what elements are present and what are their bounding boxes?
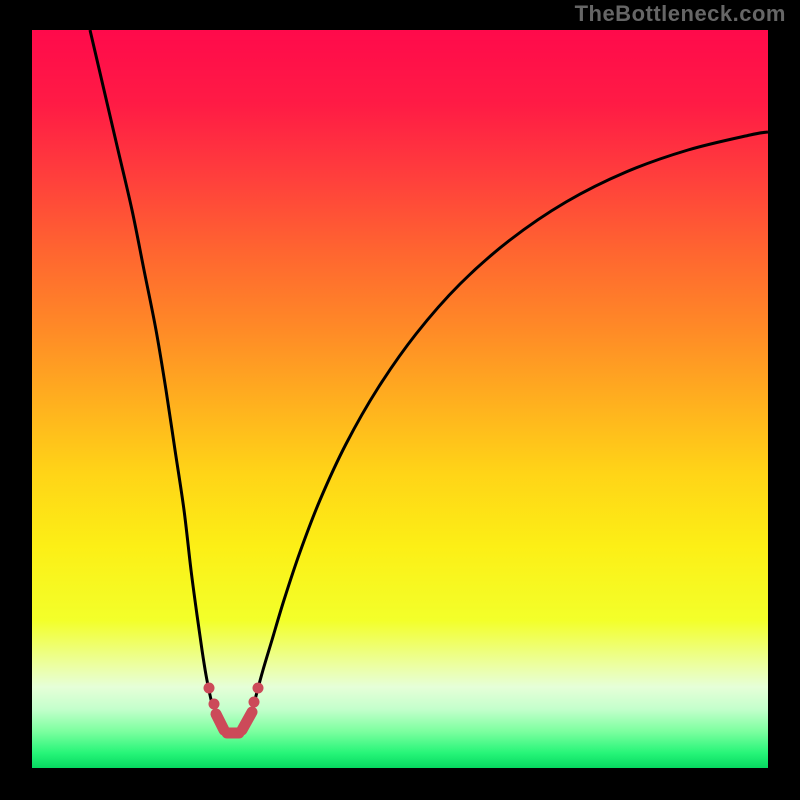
plot-area — [32, 30, 768, 768]
plot-svg — [32, 30, 768, 768]
watermark-text: TheBottleneck.com — [575, 0, 786, 28]
plot-background — [32, 30, 768, 768]
chart-frame: TheBottleneck.com — [0, 0, 800, 800]
